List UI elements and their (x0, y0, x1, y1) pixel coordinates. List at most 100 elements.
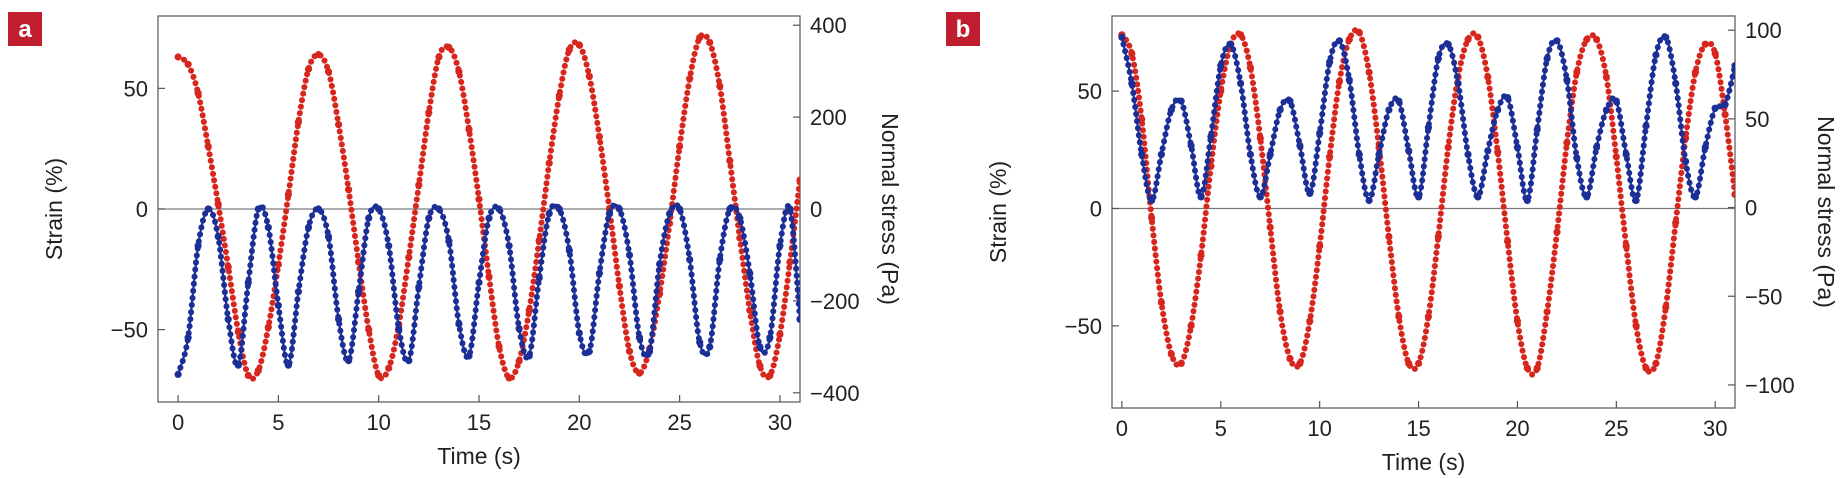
data-point-normal-stress (284, 361, 292, 369)
data-point-normal-stress (756, 343, 764, 351)
data-point-normal-stress (1296, 141, 1304, 150)
data-point-normal-stress (385, 242, 393, 250)
data-point-normal-stress (1246, 150, 1254, 158)
y2-axis-title: Normal stress (Pa) (877, 113, 903, 305)
data-point-strain (766, 371, 774, 380)
data-point-strain (475, 195, 483, 203)
data-point-strain (184, 60, 192, 68)
data-point-strain (565, 46, 573, 54)
series-strain (174, 31, 800, 382)
data-point-normal-stress (1148, 196, 1156, 205)
data-point-strain (274, 260, 282, 269)
data-point-normal-stress (294, 288, 302, 296)
data-point-normal-stress (726, 205, 734, 213)
data-point-normal-stress (1128, 79, 1136, 87)
y2-tick-label: −400 (810, 381, 860, 406)
x-axis-title: Time (s) (437, 443, 520, 469)
x-tick-label: 0 (1116, 416, 1128, 441)
series-markers-normal-stress (1118, 33, 1735, 204)
chart-panel-a: a 0 5 10 15 20 25 30 −50 0 50 −400 −200 0 200 400 Time (… (8, 12, 903, 469)
data-point-normal-stress (415, 283, 423, 291)
data-point-normal-stress (1504, 94, 1512, 102)
y2-tick-label: 0 (810, 197, 822, 222)
panel-label-text: a (18, 16, 32, 43)
x-tick-label: 20 (1505, 416, 1529, 441)
data-point-normal-stress (696, 338, 704, 346)
y2-tick-label: −200 (810, 289, 860, 314)
data-point-normal-stress (1652, 51, 1660, 59)
data-point-strain (1286, 355, 1294, 363)
data-point-strain (786, 258, 794, 266)
data-point-strain (615, 282, 624, 290)
data-point-normal-stress (475, 278, 483, 287)
panel-label-bg (8, 12, 42, 46)
data-point-normal-stress (1494, 106, 1502, 114)
data-point-strain (1662, 303, 1670, 311)
data-point-normal-stress (1662, 33, 1670, 41)
data-point-strain (405, 253, 413, 261)
data-point-normal-stress (1187, 141, 1195, 150)
data-point-normal-stress (1316, 129, 1324, 137)
data-point-strain (575, 41, 583, 49)
data-point-strain (1494, 148, 1502, 156)
data-point-strain (1256, 134, 1264, 142)
data-point-strain (1672, 219, 1680, 227)
data-point-strain (1148, 214, 1156, 222)
data-point-strain (1602, 73, 1610, 81)
data-point-strain (515, 357, 523, 365)
data-point-normal-stress (314, 205, 323, 213)
data-point-strain (214, 200, 222, 208)
x-tick-label: 0 (172, 410, 184, 435)
data-point-strain (756, 362, 764, 370)
data-point-normal-stress (1424, 124, 1432, 132)
data-point-strain (1622, 242, 1630, 250)
data-point-normal-stress (495, 205, 503, 213)
data-point-normal-stress (254, 205, 262, 213)
data-point-normal-stress (234, 361, 242, 369)
data-point-strain (1731, 190, 1735, 198)
data-point-normal-stress (244, 278, 252, 287)
data-point-strain (445, 43, 453, 52)
data-point-strain (264, 323, 272, 331)
data-point-normal-stress (706, 343, 714, 351)
data-point-strain (686, 75, 694, 83)
data-point-normal-stress (1711, 104, 1719, 112)
data-point-normal-stress (1157, 150, 1165, 158)
data-point-normal-stress (1385, 106, 1393, 114)
data-point-normal-stress (1672, 79, 1680, 87)
data-point-normal-stress (1276, 106, 1284, 114)
data-point-strain (1276, 308, 1284, 316)
data-point-strain (365, 326, 373, 334)
data-point-strain (1444, 143, 1452, 151)
data-point-normal-stress (455, 320, 463, 328)
data-point-normal-stress (1563, 76, 1571, 84)
data-point-normal-stress (425, 214, 433, 222)
data-point-normal-stress (405, 357, 413, 365)
data-point-normal-stress (565, 246, 573, 254)
data-point-normal-stress (345, 357, 353, 365)
x-tick-label: 20 (567, 410, 591, 435)
data-point-strain (1484, 73, 1492, 81)
data-point-strain (1266, 223, 1274, 231)
y2-tick-label: 0 (1745, 196, 1757, 221)
data-point-strain (425, 108, 433, 117)
data-point-strain (1365, 68, 1373, 76)
data-point-normal-stress (485, 214, 493, 222)
data-point-normal-stress (465, 352, 473, 360)
x-tick-label: 30 (768, 410, 792, 435)
data-point-strain (385, 364, 393, 372)
data-point-normal-stress (1118, 33, 1126, 41)
data-point-strain (1652, 359, 1660, 367)
data-point-normal-stress (635, 334, 644, 342)
data-point-strain (1504, 237, 1512, 245)
data-point-normal-stress (515, 324, 523, 333)
data-point-strain (1385, 233, 1393, 241)
data-point-normal-stress (1444, 40, 1452, 49)
data-point-normal-stress (1513, 143, 1521, 151)
data-point-normal-stress (1464, 150, 1472, 158)
data-point-strain (345, 186, 353, 194)
data-point-normal-stress (786, 205, 794, 213)
data-point-normal-stress (585, 347, 593, 356)
data-point-normal-stress (575, 329, 583, 337)
